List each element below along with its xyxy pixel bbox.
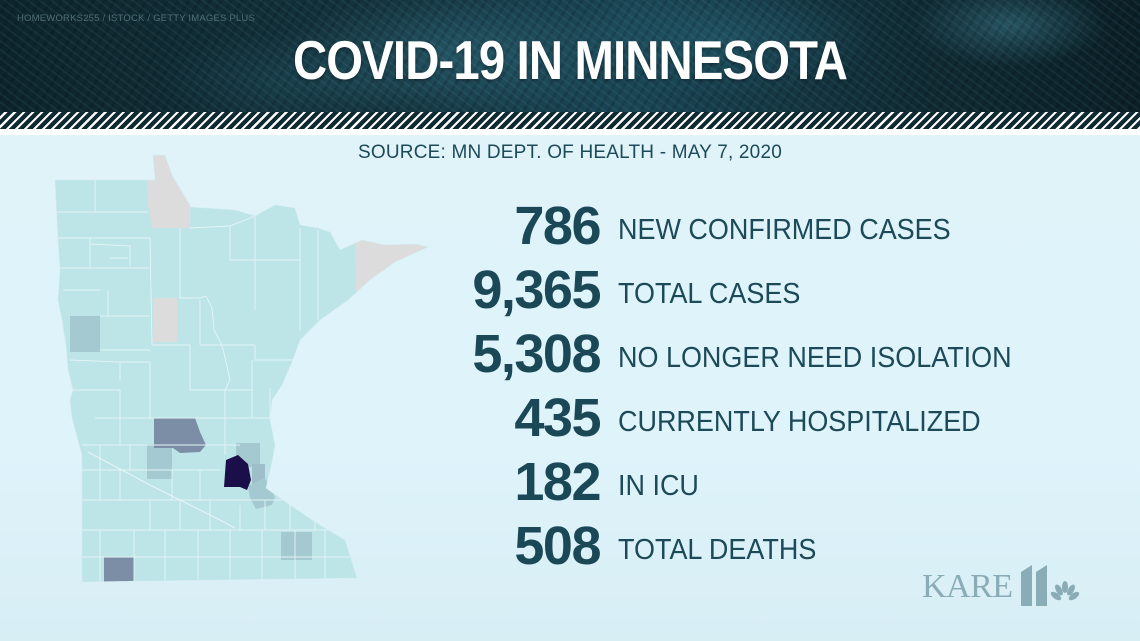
- stat-total-cases: 9,365 TOTAL CASES: [430, 260, 1130, 320]
- county-lake-of-the-woods: [147, 155, 190, 228]
- stat-label: TOTAL DEATHS: [618, 534, 817, 566]
- stat-value: 786: [514, 196, 601, 256]
- nbc-peacock-icon: [1050, 581, 1080, 601]
- logo-text: KARE: [922, 568, 1013, 605]
- stat-new-cases: 786 NEW CONFIRMED CASES: [430, 196, 1130, 256]
- stat-deaths: 508 TOTAL DEATHS: [430, 516, 1130, 576]
- county-ramsey: [252, 464, 265, 484]
- stat-value: 435: [514, 388, 601, 448]
- state-outline: [54, 154, 429, 583]
- county-olmsted: [281, 532, 312, 560]
- county-kandiyohi: [147, 444, 172, 479]
- stat-icu: 182 IN ICU: [430, 452, 1130, 512]
- stat-recovered: 5,308 NO LONGER NEED ISOLATION: [430, 324, 1130, 384]
- stat-hospitalized: 435 CURRENTLY HOSPITALIZED: [430, 388, 1130, 448]
- stat-label: NEW CONFIRMED CASES: [618, 214, 951, 246]
- stat-label: IN ICU: [618, 470, 699, 502]
- stat-label: NO LONGER NEED ISOLATION: [618, 342, 1012, 374]
- county-hubbard: [153, 298, 177, 342]
- photo-credit: HOMEWORKS255 / ISTOCK / GETTY IMAGES PLU…: [17, 13, 256, 24]
- kare11-logo: KARE: [918, 560, 1108, 610]
- stat-value: 5,308: [472, 324, 601, 384]
- county-stearns: [154, 418, 206, 453]
- stat-label: TOTAL CASES: [618, 278, 801, 310]
- striped-divider: [0, 112, 1140, 129]
- source-line: SOURCE: MN DEPT. OF HEALTH - MAY 7, 2020: [358, 142, 782, 163]
- county-borders: [55, 180, 357, 582]
- county-clay: [70, 316, 100, 352]
- header-banner: HOMEWORKS255 / ISTOCK / GETTY IMAGES PLU…: [0, 0, 1140, 112]
- eleven-logo-icon: [1021, 565, 1080, 606]
- virus-background-texture: [0, 0, 1140, 112]
- county-hennepin: [224, 455, 251, 490]
- county-fills: [55, 155, 428, 582]
- stat-value: 9,365: [472, 260, 601, 320]
- stat-value: 182: [514, 452, 601, 512]
- stat-value: 508: [514, 516, 601, 576]
- page-title: COVID-19 IN MINNESOTA: [293, 29, 848, 91]
- stat-label: CURRENTLY HOSPITALIZED: [618, 406, 981, 438]
- minnesota-county-map: [54, 154, 429, 583]
- county-nobles: [104, 557, 134, 582]
- divider-line: [0, 129, 1140, 135]
